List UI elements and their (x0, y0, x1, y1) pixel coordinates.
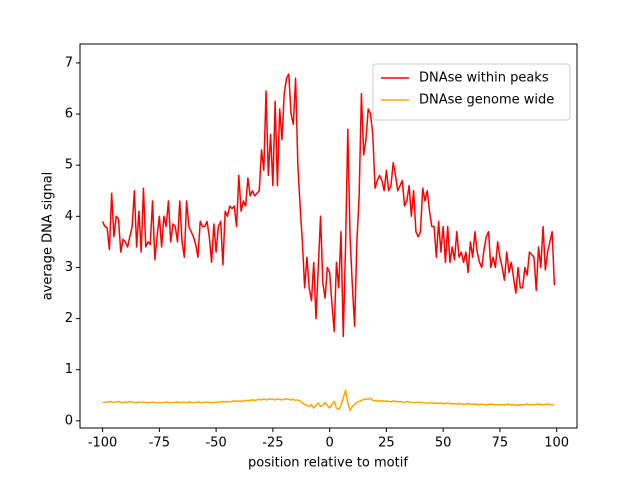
y-tick-label: 4 (65, 209, 73, 224)
y-tick-label: 6 (65, 107, 73, 122)
x-tick-label: 50 (435, 436, 452, 451)
y-axis-label: average DNA signal (41, 172, 56, 301)
x-tick-label: 25 (378, 436, 395, 451)
x-tick-label: -75 (149, 436, 170, 451)
x-tick-label: 75 (492, 436, 509, 451)
y-tick-label: 2 (65, 311, 73, 326)
y-tick-label: 1 (65, 362, 73, 377)
data-line (101, 73, 556, 338)
x-tick-label: -50 (205, 436, 226, 451)
x-tick-label: -100 (88, 436, 118, 451)
y-tick-label: 3 (65, 260, 73, 275)
x-tick-label: 100 (544, 436, 569, 451)
y-tick-label: 7 (65, 55, 73, 70)
x-tick-label: 0 (325, 436, 333, 451)
data-line (102, 389, 555, 412)
legend-label: DNAse within peaks (419, 71, 549, 86)
legend-box (372, 63, 571, 121)
y-tick-label: 0 (65, 413, 73, 428)
y-tick-label: 5 (65, 158, 73, 173)
legend-label: DNAse genome wide (419, 93, 554, 108)
x-tick-label: -25 (262, 436, 283, 451)
x-axis-label: position relative to motif (248, 456, 408, 471)
axes-frame (79, 43, 578, 429)
